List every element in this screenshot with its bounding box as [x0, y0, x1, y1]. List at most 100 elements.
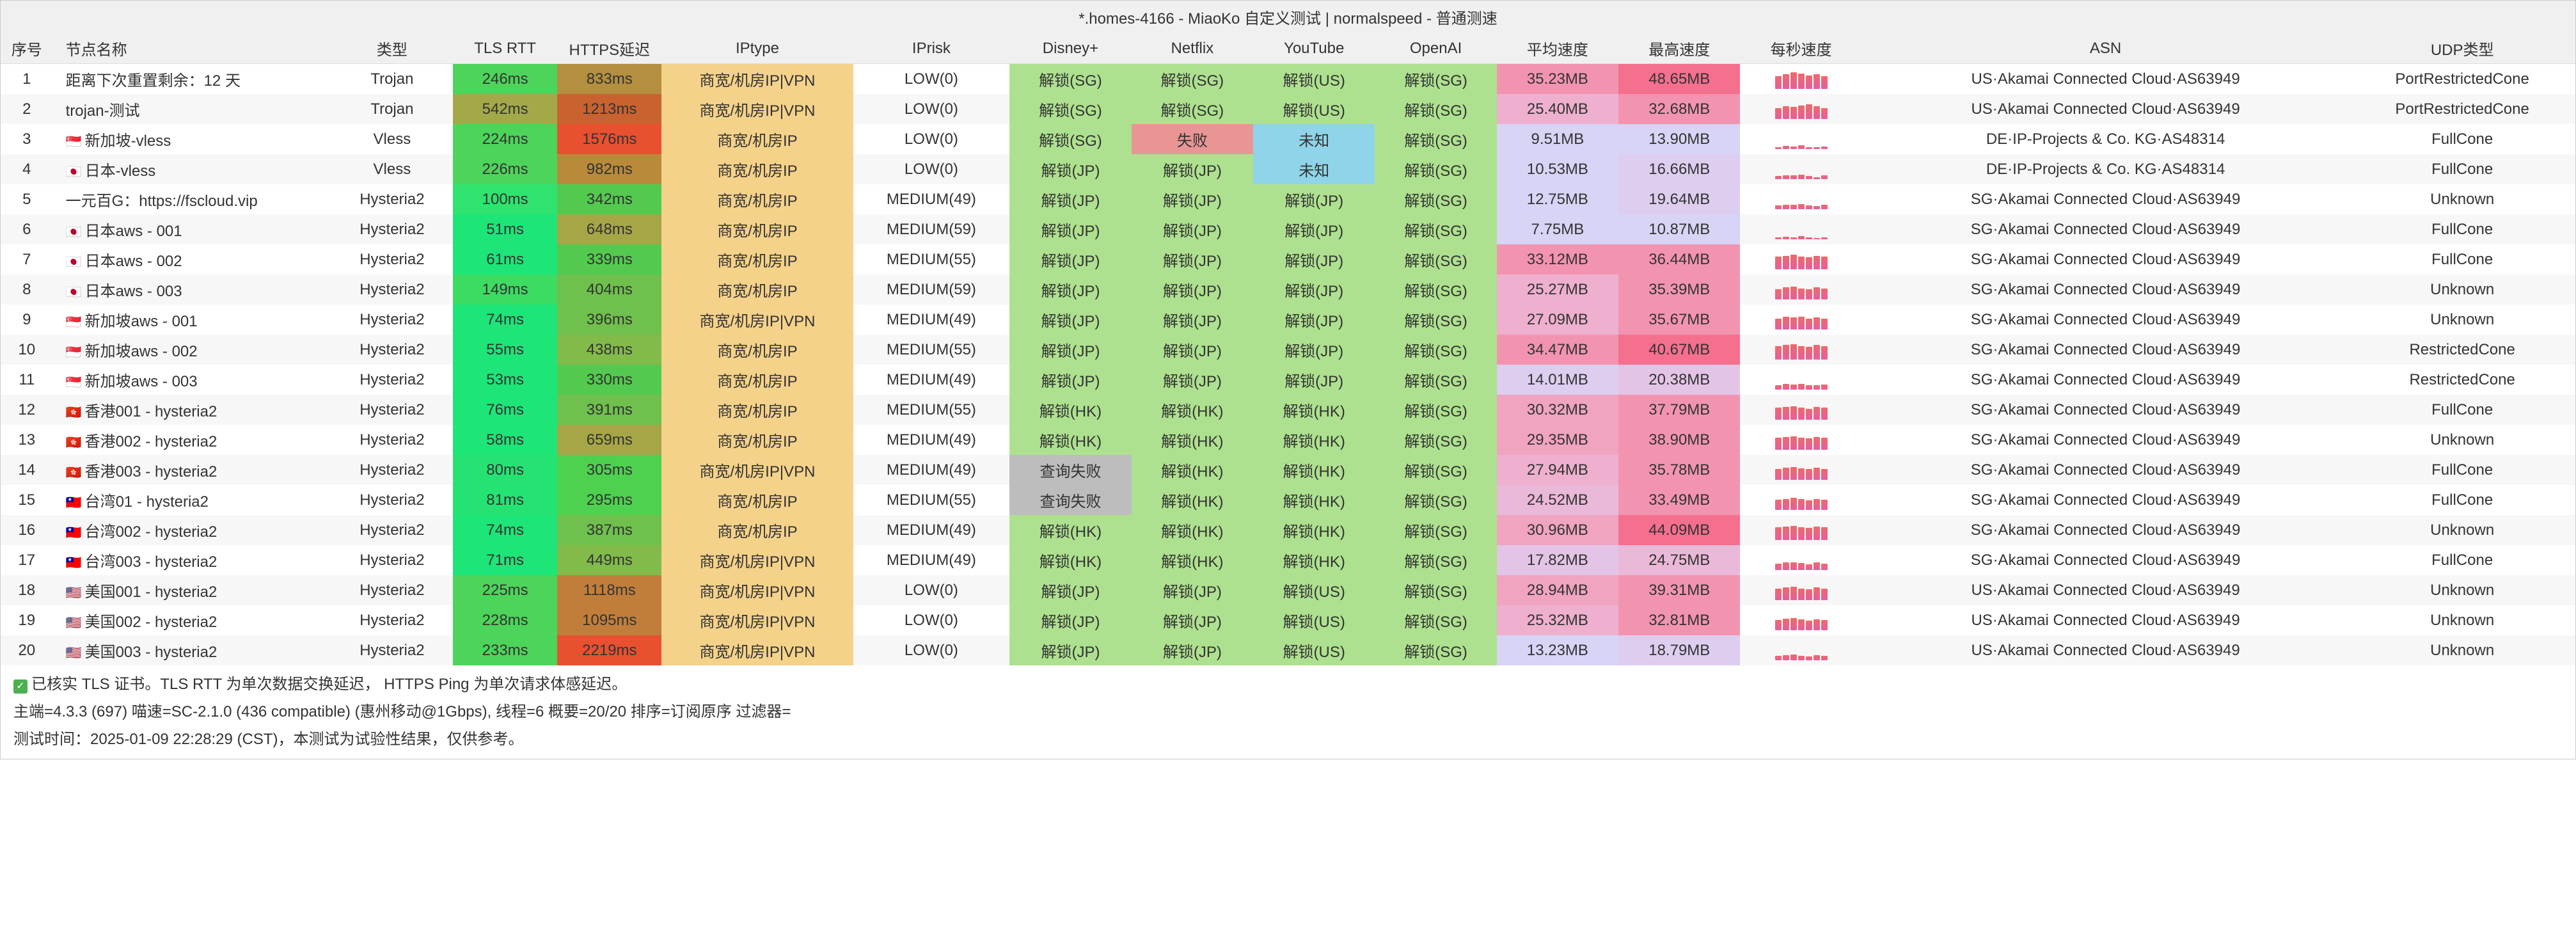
cell-max: 33.49MB [1618, 485, 1740, 515]
cell-netflix: 解锁(HK) [1132, 485, 1253, 515]
cell-avg: 29.35MB [1497, 425, 1618, 455]
cell-max: 38.90MB [1618, 425, 1740, 455]
sparkline [1742, 190, 1859, 209]
cell-asn: DE·IP-Projects & Co. KG·AS48314 [1862, 154, 2349, 184]
cell-spark [1740, 94, 1861, 124]
cell-iprisk: MEDIUM(49) [853, 425, 1010, 455]
cell-iptype: 商宽/机房IP [661, 214, 853, 244]
sparkline [1742, 70, 1859, 89]
cell-iptype: 商宽/机房IP|VPN [661, 64, 853, 95]
cell-openai: 解锁(SG) [1375, 635, 1496, 665]
cell-disney: 解锁(JP) [1009, 605, 1131, 635]
cell-https: 1213ms [557, 94, 661, 124]
cell-max: 19.64MB [1618, 184, 1740, 214]
cell-udp: PortRestrictedCone [2349, 64, 2575, 95]
sparkline [1742, 461, 1859, 480]
cell-max: 35.67MB [1618, 305, 1740, 335]
cell-rtt: 225ms [453, 575, 557, 605]
cell-openai: 解锁(SG) [1375, 515, 1496, 545]
cell-https: 295ms [557, 485, 661, 515]
cell-max: 37.79MB [1618, 395, 1740, 425]
sparkline [1742, 491, 1859, 510]
flag-icon: 🇸🇬 [66, 344, 81, 360]
col-header: 节点名称 [53, 33, 331, 64]
cell-udp: Unknown [2349, 305, 2575, 335]
cell-disney: 解锁(JP) [1009, 305, 1131, 335]
cell-udp: RestrictedCone [2349, 335, 2575, 365]
cell-https: 2219ms [557, 635, 661, 665]
cell-type: Hysteria2 [331, 335, 453, 365]
cell-avg: 35.23MB [1497, 64, 1618, 95]
cell-idx: 5 [1, 184, 53, 214]
cell-idx: 1 [1, 64, 53, 95]
table-row: 13🇭🇰香港002 - hysteria2Hysteria258ms659ms商… [1, 425, 2575, 455]
cell-name: 🇸🇬新加坡aws - 002 [53, 335, 331, 365]
col-header: TLS RTT [453, 33, 557, 64]
cell-disney: 查询失败 [1009, 485, 1131, 515]
cell-iprisk: MEDIUM(55) [853, 395, 1010, 425]
cell-name: 🇭🇰香港002 - hysteria2 [53, 425, 331, 455]
cell-openai: 解锁(SG) [1375, 94, 1496, 124]
cell-iprisk: MEDIUM(55) [853, 335, 1010, 365]
sparkline [1742, 581, 1859, 600]
table-row: 5一元百G：https://fscloud.vipHysteria2100ms3… [1, 184, 2575, 214]
cell-idx: 7 [1, 244, 53, 274]
footer-line-1: ✓已核实 TLS 证书。TLS RTT 为单次数据交换延迟， HTTPS Pin… [13, 671, 2563, 698]
cell-netflix: 解锁(HK) [1132, 395, 1253, 425]
cell-youtube: 解锁(JP) [1253, 365, 1375, 395]
cell-rtt: 74ms [453, 515, 557, 545]
cell-type: Hysteria2 [331, 485, 453, 515]
cell-udp: FullCone [2349, 244, 2575, 274]
cell-idx: 13 [1, 425, 53, 455]
cell-iptype: 商宽/机房IP|VPN [661, 455, 853, 485]
cell-spark [1740, 365, 1861, 395]
cell-https: 438ms [557, 335, 661, 365]
table-row: 1距离下次重置剩余：12 天Trojan246ms833ms商宽/机房IP|VP… [1, 64, 2575, 95]
col-header: 最高速度 [1618, 33, 1740, 64]
cell-openai: 解锁(SG) [1375, 124, 1496, 154]
cell-https: 1576ms [557, 124, 661, 154]
cell-disney: 解锁(SG) [1009, 124, 1131, 154]
cell-name: 🇯🇵日本-vless [53, 154, 331, 184]
cell-iptype: 商宽/机房IP [661, 365, 853, 395]
cell-iprisk: LOW(0) [853, 124, 1010, 154]
flag-icon: 🇯🇵 [66, 164, 81, 180]
cell-type: Hysteria2 [331, 244, 453, 274]
cell-spark [1740, 335, 1861, 365]
footer: ✓已核实 TLS 证书。TLS RTT 为单次数据交换延迟， HTTPS Pin… [1, 665, 2575, 759]
cell-youtube: 解锁(JP) [1253, 274, 1375, 305]
cell-type: Hysteria2 [331, 515, 453, 545]
cell-youtube: 解锁(HK) [1253, 485, 1375, 515]
cell-type: Vless [331, 124, 453, 154]
sparkline [1742, 100, 1859, 119]
cell-idx: 10 [1, 335, 53, 365]
cell-youtube: 解锁(JP) [1253, 214, 1375, 244]
cell-udp: Unknown [2349, 605, 2575, 635]
cell-openai: 解锁(SG) [1375, 335, 1496, 365]
cell-iptype: 商宽/机房IP [661, 425, 853, 455]
cell-idx: 12 [1, 395, 53, 425]
cell-asn: US·Akamai Connected Cloud·AS63949 [1862, 635, 2349, 665]
cell-spark [1740, 124, 1861, 154]
cell-asn: SG·Akamai Connected Cloud·AS63949 [1862, 305, 2349, 335]
cell-idx: 20 [1, 635, 53, 665]
flag-icon: 🇺🇸 [66, 645, 81, 661]
cell-asn: SG·Akamai Connected Cloud·AS63949 [1862, 184, 2349, 214]
cell-asn: SG·Akamai Connected Cloud·AS63949 [1862, 425, 2349, 455]
cell-name: 距离下次重置剩余：12 天 [53, 64, 331, 95]
col-header: 序号 [1, 33, 53, 64]
table-row: 2trojan-测试Trojan542ms1213ms商宽/机房IP|VPNLO… [1, 94, 2575, 124]
cell-type: Vless [331, 154, 453, 184]
cell-type: Hysteria2 [331, 365, 453, 395]
cell-https: 342ms [557, 184, 661, 214]
cell-rtt: 71ms [453, 545, 557, 575]
cell-idx: 19 [1, 605, 53, 635]
table-header-row: 序号节点名称类型TLS RTTHTTPS延迟IPtypeIPriskDisney… [1, 33, 2575, 64]
cell-iptype: 商宽/机房IP [661, 515, 853, 545]
cell-openai: 解锁(SG) [1375, 575, 1496, 605]
cell-iptype: 商宽/机房IP|VPN [661, 575, 853, 605]
col-header: IPrisk [853, 33, 1010, 64]
cell-openai: 解锁(SG) [1375, 244, 1496, 274]
cell-openai: 解锁(SG) [1375, 485, 1496, 515]
cell-disney: 解锁(HK) [1009, 545, 1131, 575]
